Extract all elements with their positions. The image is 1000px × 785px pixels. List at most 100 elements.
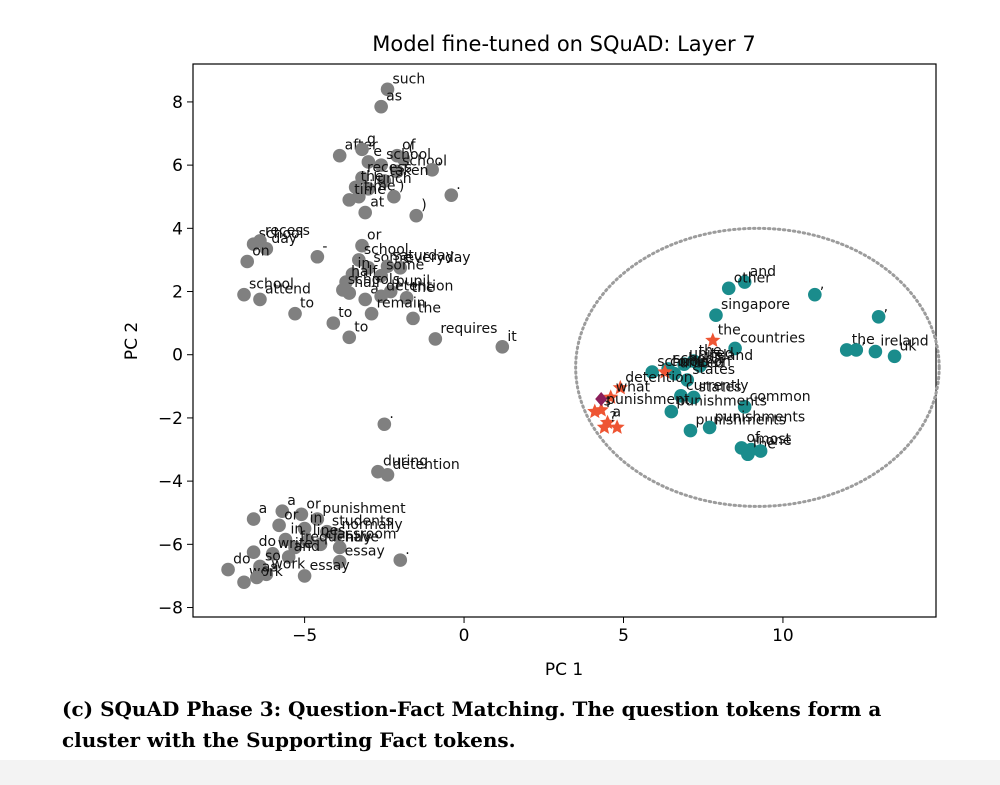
data-point xyxy=(355,238,369,253)
point-label: united xyxy=(680,356,725,372)
data-point xyxy=(297,521,312,536)
point-label: or xyxy=(306,496,321,512)
y-tick-label: 2 xyxy=(172,283,183,303)
y-tick-label: 4 xyxy=(172,219,183,239)
data-point xyxy=(332,148,347,163)
data-point xyxy=(310,512,325,526)
x-tick-label: 5 xyxy=(618,626,629,646)
point-label: schools xyxy=(348,272,400,288)
point-label: detention xyxy=(386,278,453,294)
point-label: have xyxy=(345,529,379,545)
data-point xyxy=(495,340,510,354)
point-label: as xyxy=(386,89,402,105)
point-label: states xyxy=(692,362,735,378)
point-label: write xyxy=(278,536,313,552)
data-point xyxy=(364,306,379,321)
data-point xyxy=(355,142,369,157)
point-label: in xyxy=(310,511,323,527)
point-label: states xyxy=(699,379,742,395)
data-point xyxy=(246,545,261,560)
data-point xyxy=(871,310,886,324)
point-label: do xyxy=(233,552,250,568)
data-point xyxy=(428,332,443,346)
data-point xyxy=(297,569,312,583)
data-point xyxy=(390,164,404,179)
data-point xyxy=(380,82,395,97)
point-label: a xyxy=(613,405,622,421)
data-point xyxy=(278,532,293,547)
point-label: time xyxy=(354,182,386,198)
point-label: ? xyxy=(609,409,616,425)
data-point-star xyxy=(612,379,628,395)
y-tick-label: 8 xyxy=(172,93,183,113)
data-point-diamond xyxy=(595,391,608,406)
y-tick-label: −8 xyxy=(158,599,183,619)
data-point xyxy=(645,365,659,379)
data-point xyxy=(281,550,296,564)
point-label: punishment xyxy=(606,392,690,408)
point-label: recess xyxy=(367,160,412,176)
point-label: recess xyxy=(265,223,310,239)
point-label: do xyxy=(259,534,276,550)
footer-band xyxy=(0,760,1000,785)
point-label: during xyxy=(383,454,428,470)
data-point xyxy=(374,158,388,172)
point-label: in xyxy=(290,522,303,538)
point-label: uk xyxy=(900,338,918,354)
point-label: a xyxy=(370,281,379,297)
point-label: in xyxy=(357,256,370,272)
data-point xyxy=(728,341,742,356)
data-point xyxy=(808,287,822,302)
data-point xyxy=(326,316,341,330)
point-label: common xyxy=(670,354,731,370)
data-point xyxy=(377,417,392,432)
point-label: punishments xyxy=(676,394,767,410)
x-tick-label: 0 xyxy=(459,626,470,646)
data-point xyxy=(693,358,707,373)
data-point-star xyxy=(657,364,673,379)
data-point xyxy=(240,254,255,269)
point-label: at xyxy=(370,195,385,211)
point-label: so xyxy=(265,548,281,564)
point-label: frequently xyxy=(300,529,372,545)
point-label: taken xyxy=(389,163,428,179)
point-label: students xyxy=(332,514,393,530)
point-label: punishments xyxy=(695,413,786,429)
point-label: detention xyxy=(625,370,692,386)
data-point xyxy=(275,504,290,518)
point-label: and xyxy=(750,264,776,280)
point-label: on xyxy=(252,244,269,260)
x-tick-label: −5 xyxy=(292,626,317,646)
data-point xyxy=(361,261,376,275)
data-point-star xyxy=(596,419,612,434)
data-point xyxy=(374,268,388,283)
data-point xyxy=(387,189,401,204)
data-point xyxy=(358,292,372,307)
point-label: e xyxy=(373,144,382,160)
point-label: work xyxy=(271,556,306,572)
point-label: pupil xyxy=(396,274,430,290)
data-point xyxy=(849,343,864,357)
point-label: day xyxy=(271,231,297,247)
y-tick-label: −6 xyxy=(158,535,183,555)
data-point xyxy=(677,357,691,372)
data-point xyxy=(300,534,315,548)
data-point xyxy=(709,308,723,323)
data-point xyxy=(253,292,267,307)
point-label: or xyxy=(284,507,299,523)
point-label: half xyxy=(351,264,378,280)
point-label: a xyxy=(287,493,296,509)
point-label: united xyxy=(689,346,734,362)
figure-caption: (c) SQuAD Phase 3: Question-Fact Matchin… xyxy=(62,697,882,752)
point-label: ireland xyxy=(705,348,753,364)
data-point xyxy=(406,311,420,326)
point-label: most xyxy=(756,432,791,448)
chart-title: Model fine-tuned on SQuAD: Layer 7 xyxy=(372,32,755,56)
point-label: school xyxy=(386,147,431,163)
data-point-star xyxy=(705,332,721,347)
point-label: g xyxy=(367,131,376,147)
point-label: common xyxy=(750,389,811,405)
data-point xyxy=(329,528,344,542)
point-label: ) xyxy=(421,198,426,214)
data-point xyxy=(425,163,439,177)
